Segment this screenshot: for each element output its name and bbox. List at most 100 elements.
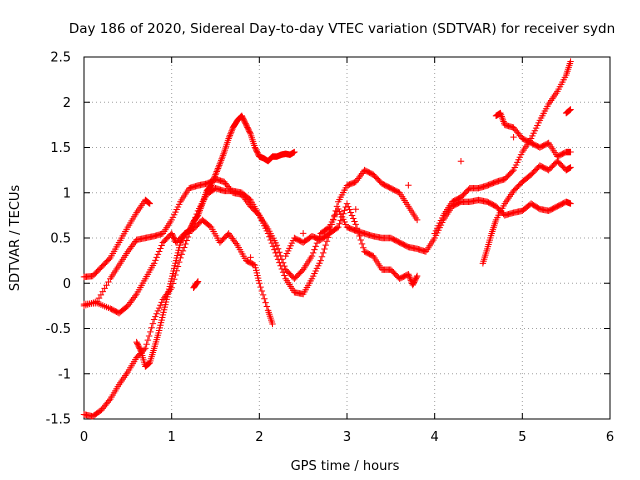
- y-tick-label: -0.5: [46, 322, 71, 337]
- data-point: [157, 302, 164, 309]
- data-point: [149, 320, 157, 327]
- series-track-a: [80, 196, 153, 281]
- data-point: [331, 212, 338, 219]
- data-point: [509, 168, 516, 175]
- data-point: [268, 239, 276, 247]
- data-points: [80, 58, 574, 420]
- data-point: [322, 241, 329, 249]
- data-point: [291, 148, 298, 156]
- data-point: [567, 200, 574, 207]
- data-point: [258, 287, 266, 295]
- data-point: [566, 106, 574, 114]
- series-track-h: [479, 157, 574, 267]
- data-point: [273, 242, 281, 249]
- data-point: [145, 199, 153, 207]
- data-point: [360, 244, 367, 251]
- series-track-f: [282, 200, 421, 289]
- data-point: [247, 254, 254, 261]
- data-point: [312, 243, 319, 250]
- chart-title: Day 186 of 2020, Sidereal Day-to-day VTE…: [69, 21, 615, 37]
- data-point: [158, 242, 165, 249]
- y-tick-label: 2.5: [50, 51, 71, 66]
- data-point: [144, 336, 152, 344]
- data-point: [321, 245, 328, 253]
- data-point: [333, 224, 341, 232]
- data-point: [567, 106, 574, 113]
- data-point: [320, 249, 327, 257]
- data-point: [146, 200, 153, 207]
- data-point: [182, 240, 189, 248]
- data-point: [281, 272, 288, 279]
- data-point: [298, 267, 306, 275]
- data-point: [341, 207, 348, 214]
- data-point: [93, 298, 101, 305]
- data-point: [145, 199, 152, 206]
- data-point: [309, 249, 317, 257]
- data-point: [227, 130, 234, 137]
- data-point: [318, 253, 326, 260]
- series-track-g: [431, 58, 574, 237]
- data-point: [566, 107, 573, 114]
- data-point: [261, 295, 268, 302]
- data-point: [155, 248, 163, 255]
- data-point: [183, 237, 190, 244]
- series-track-c: [80, 185, 574, 420]
- data-point: [352, 221, 359, 228]
- data-point: [259, 291, 267, 299]
- data-point: [330, 216, 337, 224]
- y-tick-label: 1.5: [50, 141, 71, 156]
- data-point: [153, 254, 160, 261]
- data-point: [405, 271, 412, 278]
- series-track-b: [80, 216, 276, 328]
- data-point: [194, 279, 201, 286]
- data-point: [405, 272, 413, 279]
- data-point: [105, 397, 113, 404]
- data-point: [267, 236, 274, 244]
- data-point: [348, 212, 356, 219]
- series-track-e: [80, 166, 421, 310]
- data-point: [213, 168, 220, 175]
- data-point: [413, 216, 421, 224]
- x-tick-label: 2: [255, 430, 263, 445]
- data-point: [262, 299, 269, 306]
- data-point: [152, 313, 159, 320]
- data-point: [276, 259, 283, 266]
- data-point: [148, 324, 155, 331]
- data-point: [215, 163, 222, 171]
- data-point: [567, 164, 574, 171]
- data-point: [250, 261, 257, 268]
- y-tick-label: 2: [63, 96, 71, 111]
- data-point: [257, 283, 264, 291]
- data-point: [277, 262, 284, 269]
- data-point: [311, 246, 318, 253]
- data-point: [103, 281, 110, 289]
- data-point: [271, 246, 278, 253]
- y-tick-label: 0.5: [50, 232, 71, 247]
- data-point: [153, 310, 160, 317]
- y-tick-label: -1.5: [46, 413, 71, 428]
- data-point: [356, 232, 363, 240]
- data-point: [227, 129, 235, 136]
- y-tick-label: 1: [63, 186, 71, 201]
- data-point: [101, 285, 108, 292]
- data-point: [174, 263, 182, 270]
- data-point: [567, 58, 574, 65]
- data-point: [256, 280, 263, 287]
- data-point: [567, 148, 574, 156]
- data-point: [212, 169, 220, 177]
- data-point: [346, 206, 353, 213]
- data-point: [308, 252, 316, 260]
- data-point: [214, 166, 221, 174]
- y-tick-label: -1: [58, 367, 71, 382]
- data-point: [147, 328, 154, 336]
- x-axis-label: GPS time / hours: [291, 459, 400, 474]
- data-point: [150, 260, 158, 267]
- x-tick-label: 1: [168, 430, 176, 445]
- data-point: [225, 135, 232, 142]
- x-tick-label: 4: [431, 430, 439, 445]
- y-axis-label: SDTVAR / TECUs: [8, 185, 23, 292]
- data-point: [272, 249, 279, 257]
- data-point: [206, 222, 214, 230]
- grid: [84, 57, 610, 419]
- data-point: [317, 257, 324, 264]
